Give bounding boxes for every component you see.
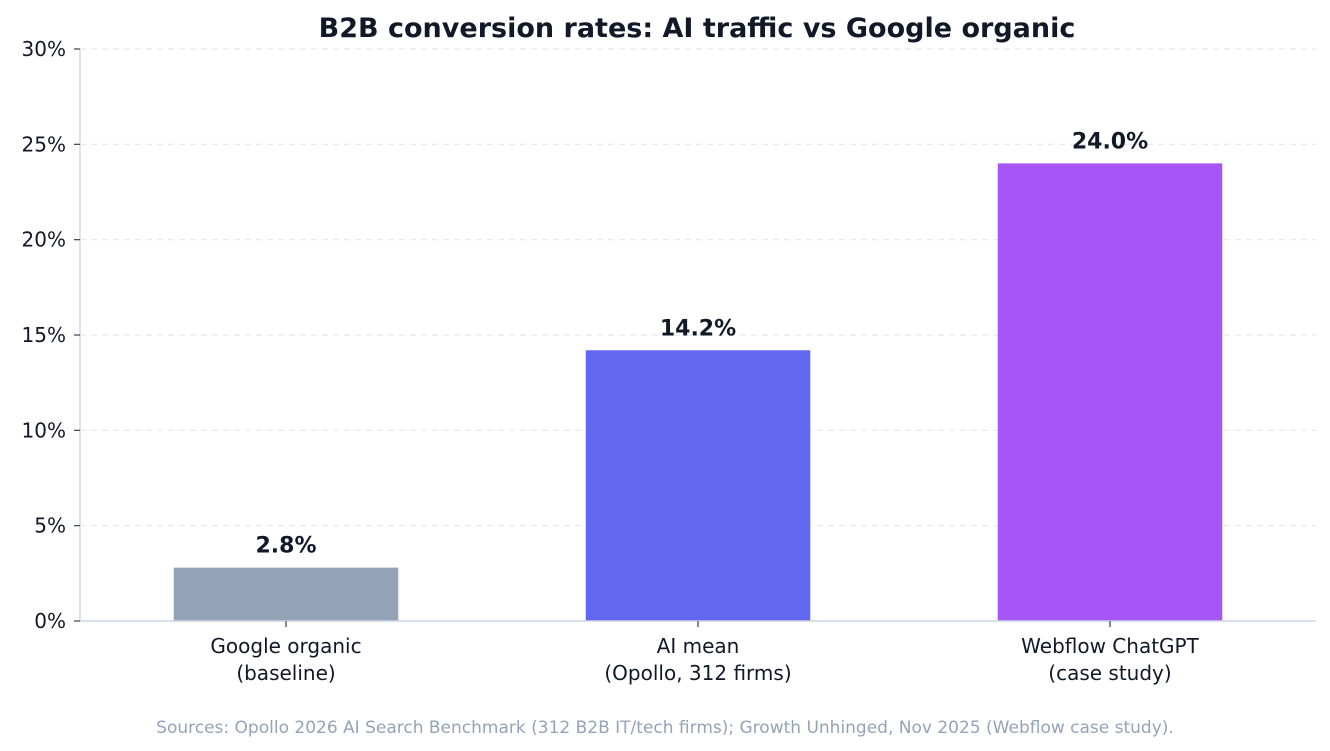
bar	[997, 163, 1223, 621]
y-tick-label: 20%	[22, 228, 66, 252]
y-tick-label: 10%	[22, 418, 66, 442]
x-tick-label: (baseline)	[236, 661, 335, 685]
x-tick-label: Webflow ChatGPT	[1021, 634, 1199, 658]
y-tick-label: 5%	[34, 514, 66, 538]
value-labels: 2.8% 14.2% 24.0%	[255, 129, 1148, 558]
y-tick-label: 25%	[22, 132, 66, 156]
bar	[585, 350, 811, 621]
y-tick-label: 0%	[34, 609, 66, 633]
bar-value-label: 24.0%	[1072, 129, 1148, 154]
y-axis-ticks: 0% 5% 10% 15% 20% 25% 30%	[22, 37, 80, 633]
y-tick-label: 15%	[22, 323, 66, 347]
bar	[173, 567, 399, 621]
bar-value-label: 14.2%	[660, 316, 736, 341]
y-tick-label: 30%	[22, 37, 66, 61]
x-tick-label: Google organic	[210, 634, 361, 658]
x-tick-label: (Opollo, 312 firms)	[604, 661, 791, 685]
bar-value-label: 2.8%	[255, 534, 316, 559]
chart-title: B2B conversion rates: AI traffic vs Goog…	[319, 13, 1076, 44]
source-note: Sources: Opollo 2026 AI Search Benchmark…	[156, 718, 1174, 738]
x-axis-ticks: Google organic (baseline) AI mean (Opollo, …	[210, 621, 1200, 685]
bars	[173, 163, 1223, 621]
x-tick-label: AI mean	[657, 634, 740, 658]
x-tick-label: (case study)	[1048, 661, 1171, 685]
